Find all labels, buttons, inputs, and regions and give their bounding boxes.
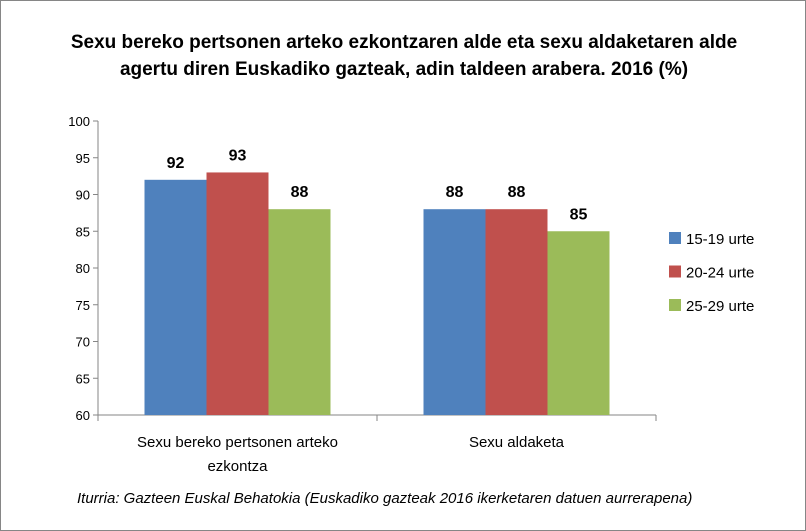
- legend-swatch: [669, 265, 681, 278]
- y-tick-label: 65: [76, 371, 90, 386]
- y-tick-label: 60: [76, 408, 90, 423]
- chart-title-line: Sexu bereko pertsonen arteko ezkontzaren…: [70, 32, 738, 53]
- data-label: 85: [570, 206, 588, 223]
- bar: [547, 231, 610, 415]
- bar: [485, 209, 548, 415]
- y-tick-label: 100: [68, 114, 90, 129]
- chart-title: Sexu bereko pertsonen arteko ezkontzaren…: [1, 29, 805, 83]
- data-label: 92: [167, 155, 185, 172]
- bar: [268, 209, 331, 415]
- data-label: 93: [229, 147, 247, 164]
- legend-label: 15-19 urte: [686, 231, 754, 248]
- x-category-label-line: Sexu bereko pertsonen arteko: [137, 434, 338, 451]
- data-label: 88: [446, 184, 464, 201]
- y-tick-label: 90: [76, 188, 90, 203]
- y-tick-label: 95: [76, 151, 90, 166]
- data-label: 88: [508, 184, 526, 201]
- x-category-label: Sexu bereko pertsonen arteko ezkontza: [137, 434, 338, 475]
- y-tick-label: 75: [76, 298, 90, 313]
- legend-label: 20-24 urte: [686, 265, 754, 282]
- y-tick-label: 80: [76, 261, 90, 276]
- x-category-label-line: Sexu aldaketa: [469, 434, 565, 451]
- bar: [206, 172, 269, 415]
- bar: [144, 179, 207, 415]
- bar: [423, 209, 486, 415]
- chart-source-note: Iturria: Gazteen Euskal Behatokia (Euska…: [77, 490, 693, 507]
- chart-title-line: agertu diren Euskadiko gazteak, adin tal…: [119, 59, 689, 80]
- x-category-label-line: ezkontza: [207, 458, 268, 475]
- legend-label: 25-29 urte: [686, 298, 754, 315]
- data-label: 88: [291, 184, 309, 201]
- y-tick-label: 70: [76, 335, 90, 350]
- legend-swatch: [669, 299, 681, 311]
- legend-swatch: [669, 232, 681, 244]
- x-category-label: Sexu aldaketa: [469, 434, 565, 451]
- y-tick-label: 85: [76, 224, 90, 239]
